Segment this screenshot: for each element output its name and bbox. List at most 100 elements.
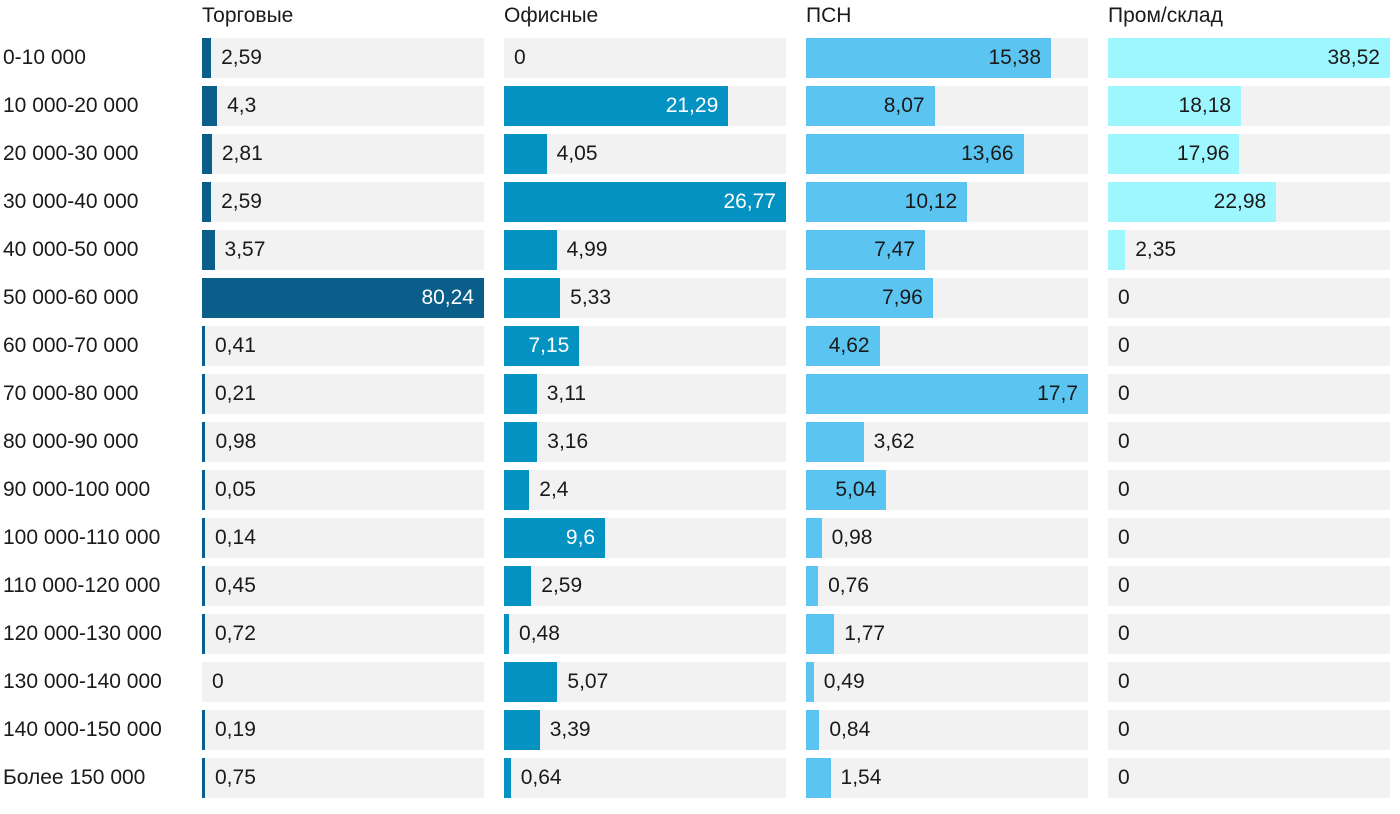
data-label: 26,77 — [723, 190, 776, 213]
data-label: 4,3 — [227, 94, 257, 117]
bar-track — [806, 566, 1088, 606]
bar-псн — [806, 710, 820, 750]
data-label: 0,48 — [519, 622, 560, 645]
data-label: 21,29 — [665, 94, 719, 117]
category-label: 120 000-130 000 — [3, 622, 162, 645]
bar-псн — [806, 134, 1024, 174]
category-label: 90 000-100 000 — [3, 478, 151, 501]
data-label: 3,39 — [549, 718, 591, 741]
data-label: 9,6 — [565, 526, 596, 549]
data-label: 22,98 — [1213, 190, 1267, 213]
bar-промсклад — [1108, 230, 1126, 270]
data-label: 0 — [212, 670, 224, 693]
bar-track — [1108, 422, 1390, 462]
bar-track — [202, 134, 484, 174]
bar-промсклад — [1108, 134, 1240, 174]
bar-торговые — [202, 710, 205, 750]
bar-офисные — [504, 614, 510, 654]
data-label: 0 — [1118, 718, 1130, 741]
data-label: 0 — [1118, 574, 1130, 597]
data-label: 3,11 — [546, 382, 587, 405]
category-label: 60 000-70 000 — [3, 334, 139, 357]
bar-офисные — [504, 230, 557, 270]
data-label: 2,59 — [221, 46, 262, 69]
bar-track — [202, 374, 484, 414]
data-label: 0 — [1118, 526, 1130, 549]
data-label: 0,21 — [215, 382, 256, 405]
bar-track — [202, 326, 484, 366]
category-label: 50 000-60 000 — [3, 286, 139, 309]
bar-track — [202, 86, 484, 126]
data-label: 0,64 — [520, 766, 562, 789]
bar-торговые — [202, 758, 205, 798]
bar-track — [806, 662, 1088, 702]
bar-торговые — [202, 566, 205, 606]
bar-track — [1108, 518, 1390, 558]
data-label: 13,66 — [961, 142, 1014, 165]
bar-track — [806, 758, 1088, 798]
bar-track — [1108, 374, 1390, 414]
bar-псн — [806, 86, 935, 126]
bar-track — [806, 710, 1088, 750]
bar-торговые — [202, 278, 484, 318]
data-label: 0,45 — [215, 574, 256, 597]
bar-псн — [806, 758, 831, 798]
data-label: 2,35 — [1135, 238, 1177, 261]
category-label: 20 000-30 000 — [3, 142, 139, 165]
bar-офисные — [504, 662, 558, 702]
bar-офисные — [504, 278, 561, 318]
bar-торговые — [202, 134, 212, 174]
data-label: 7,15 — [528, 334, 570, 357]
bar-track — [806, 614, 1088, 654]
bar-track — [1108, 614, 1390, 654]
data-label: 7,47 — [874, 238, 915, 261]
bar-офисные — [504, 86, 729, 126]
bar-track — [1108, 710, 1390, 750]
data-label: 0,41 — [215, 334, 256, 357]
data-label: 2,4 — [539, 478, 569, 501]
data-label: 0,05 — [215, 478, 256, 501]
bar-псн — [806, 422, 864, 462]
series-title: Торговые — [202, 4, 294, 27]
category-label: 30 000-40 000 — [3, 190, 139, 213]
bar-офисные — [504, 758, 511, 798]
data-label: 17,96 — [1176, 142, 1230, 165]
bar-track — [504, 134, 786, 174]
bar-офисные — [504, 422, 538, 462]
data-label: 38,52 — [1327, 46, 1380, 69]
category-label: 0-10 000 — [3, 46, 86, 69]
bar-track — [504, 38, 786, 78]
bar-торговые — [202, 326, 205, 366]
data-label: 0 — [1118, 286, 1130, 309]
data-label: 0 — [1118, 334, 1130, 357]
data-label: 5,07 — [567, 670, 609, 693]
data-label: 7,96 — [881, 286, 923, 309]
bar-track — [504, 710, 786, 750]
bar-торговые — [202, 614, 205, 654]
data-label: 0 — [514, 46, 526, 69]
bar-track — [504, 422, 786, 462]
data-label: 2,59 — [221, 190, 262, 213]
bar-track — [1108, 326, 1390, 366]
bar-офисные — [504, 518, 606, 558]
bar-псн — [806, 278, 933, 318]
data-label: 1,77 — [844, 622, 886, 645]
bar-торговые — [202, 374, 205, 414]
data-label: 0,14 — [215, 526, 256, 549]
data-label: 0 — [1118, 670, 1130, 693]
bar-псн — [806, 614, 835, 654]
bar-track — [202, 710, 484, 750]
bar-торговые — [202, 230, 215, 270]
bar-офисные — [504, 182, 786, 222]
series-title: Офисные — [504, 4, 599, 27]
bar-псн — [806, 38, 1052, 78]
data-label: 8,07 — [883, 94, 925, 117]
data-label: 0,49 — [823, 670, 865, 693]
series-title: ПСН — [806, 4, 852, 27]
bar-псн — [806, 518, 822, 558]
bar-офисные — [504, 134, 547, 174]
data-label: 0 — [1118, 430, 1130, 453]
bar-track — [504, 614, 786, 654]
bar-торговые — [202, 182, 212, 222]
